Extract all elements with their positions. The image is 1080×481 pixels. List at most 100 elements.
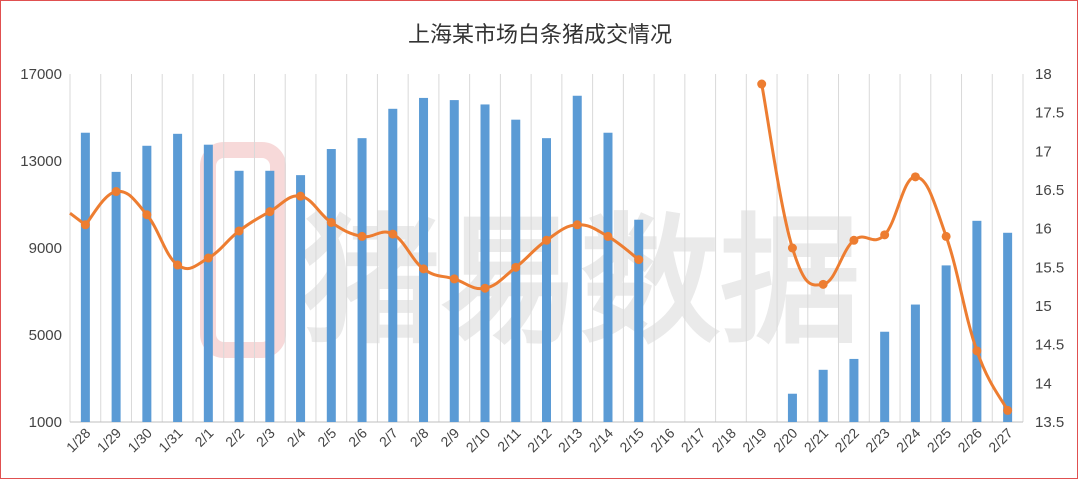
bar xyxy=(634,219,644,422)
bar xyxy=(296,175,306,422)
line-point xyxy=(111,187,121,197)
x-tick-label: 2/9 xyxy=(437,425,462,450)
left-tick-label: 1000 xyxy=(29,414,62,431)
line-point xyxy=(849,235,859,245)
line-series xyxy=(69,79,1013,415)
x-tick-label: 2/7 xyxy=(376,425,401,450)
bar xyxy=(972,220,982,422)
line-point xyxy=(80,220,90,230)
x-tick-label: 2/23 xyxy=(862,425,893,456)
bar xyxy=(80,132,90,422)
x-tick-label: 1/30 xyxy=(124,425,155,456)
line-point xyxy=(1003,405,1013,415)
line-point xyxy=(234,226,244,236)
right-tick-label: 17.5 xyxy=(1035,105,1064,122)
line-point xyxy=(357,231,367,241)
x-tick-label: 2/5 xyxy=(314,425,339,450)
grid xyxy=(69,74,1024,423)
x-tick-label: 2/13 xyxy=(555,425,586,456)
left-tick-label: 5000 xyxy=(29,327,62,344)
x-tick-label: 2/16 xyxy=(647,425,678,456)
line-point xyxy=(388,229,398,239)
line-point xyxy=(203,253,213,263)
line-point xyxy=(542,235,551,245)
line-point xyxy=(818,279,828,289)
right-tick-label: 18 xyxy=(1035,66,1052,83)
bar xyxy=(910,304,920,422)
x-tick-label: 2/26 xyxy=(954,425,985,456)
x-tick-label: 1/31 xyxy=(155,425,186,456)
line-point xyxy=(265,207,275,217)
x-tick-label: 2/19 xyxy=(739,425,770,456)
bar xyxy=(480,104,490,422)
x-tick-label: 2/21 xyxy=(801,425,832,456)
bar xyxy=(173,133,183,422)
right-tick-label: 16 xyxy=(1035,221,1052,238)
line-point xyxy=(572,220,582,230)
bar xyxy=(111,171,121,422)
bar xyxy=(941,265,951,422)
x-tick-label: 2/8 xyxy=(407,425,432,450)
line-point xyxy=(173,260,183,270)
right-tick-label: 16.5 xyxy=(1035,182,1064,199)
right-tick-label: 14 xyxy=(1035,375,1052,392)
bar xyxy=(234,170,244,422)
x-tick-label: 2/14 xyxy=(586,425,617,456)
line-point xyxy=(480,283,490,293)
right-tick-label: 14.5 xyxy=(1035,337,1064,354)
x-tick-label: 2/22 xyxy=(831,425,862,456)
right-axis: 13.5 14 14.5 15 15.5 16 16.5 17 17.5 18 xyxy=(1035,66,1064,431)
bar xyxy=(572,95,582,422)
right-tick-label: 13.5 xyxy=(1035,414,1064,431)
x-tick-label: 2/12 xyxy=(524,425,555,456)
x-tick-label: 2/10 xyxy=(463,425,494,456)
line-point xyxy=(296,191,306,201)
left-axis: 1000 5000 9000 13000 17000 xyxy=(20,66,62,431)
bar xyxy=(542,138,551,422)
bar xyxy=(1003,232,1013,422)
x-tick-label: 1/28 xyxy=(63,425,94,456)
x-tick-label: 2/24 xyxy=(893,425,924,456)
bar xyxy=(818,369,828,422)
line-point xyxy=(449,274,459,284)
line-point xyxy=(511,262,521,272)
line-point xyxy=(419,264,429,274)
chart-title: 上海某市场白条猪成交情况 xyxy=(408,23,672,48)
x-tick-label: 2/18 xyxy=(708,425,739,456)
bar xyxy=(449,100,459,422)
x-tick-label: 2/4 xyxy=(284,425,309,450)
left-tick-label: 13000 xyxy=(20,153,62,170)
line-point xyxy=(142,210,152,220)
right-tick-label: 15.5 xyxy=(1035,259,1064,276)
line-point xyxy=(880,230,890,240)
left-tick-label: 9000 xyxy=(29,240,62,257)
line-point xyxy=(972,346,982,356)
x-tick-label: 2/3 xyxy=(253,425,278,450)
bar xyxy=(419,97,429,423)
bar xyxy=(326,149,336,422)
x-tick-label: 2/25 xyxy=(924,425,955,456)
line-point xyxy=(326,217,336,227)
right-tick-label: 17 xyxy=(1035,143,1052,160)
x-tick-label: 1/29 xyxy=(94,425,125,456)
x-axis: 1/28 1/29 1/30 1/31 2/1 2/2 2/3 2/4 2/5 2/6 2/7 2/8… xyxy=(63,425,1016,456)
bar xyxy=(849,358,859,422)
watermark: 猪易数据 xyxy=(200,142,860,364)
x-tick-label: 2/17 xyxy=(678,425,709,456)
x-tick-label: 2/20 xyxy=(770,425,801,456)
bar xyxy=(603,132,613,422)
bar xyxy=(203,144,213,422)
line-point xyxy=(787,243,797,253)
line-point xyxy=(941,231,951,241)
x-tick-label: 2/2 xyxy=(222,425,247,450)
left-tick-label: 17000 xyxy=(20,66,62,83)
line-point xyxy=(603,231,613,241)
bar xyxy=(357,138,367,422)
x-tick-label: 2/6 xyxy=(345,425,370,450)
bar xyxy=(265,170,275,422)
line-point xyxy=(910,172,920,182)
bar xyxy=(787,393,797,422)
x-tick-label: 2/11 xyxy=(494,425,524,455)
x-tick-label: 2/1 xyxy=(191,425,216,450)
